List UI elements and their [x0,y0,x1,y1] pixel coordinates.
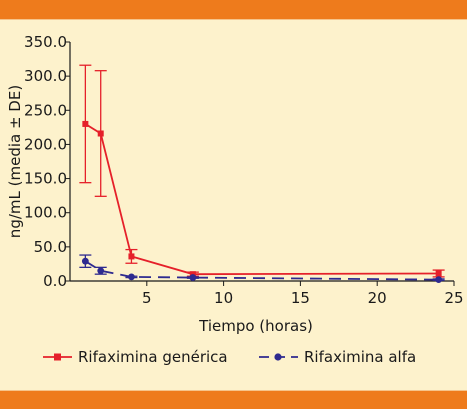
data-point-alfa [435,276,443,284]
legend-label-generic: Rifaximina genérica [78,348,228,366]
y-tick-label: 300.0 [24,67,67,85]
data-point-alfa [97,267,105,275]
data-point-alfa [189,274,197,281]
axes [69,42,454,282]
y-tick-label: 50.0 [34,238,67,256]
y-tick-label: 200.0 [24,135,67,153]
legend-marker-alfa [274,353,282,361]
legend-marker-generic [54,353,61,361]
top-band-divider [0,19,467,20]
data-point-alfa [81,257,89,265]
legend: Rifaximina genérica Rifaximina alfa [43,348,416,366]
legend-item-generic: Rifaximina genérica [43,348,228,366]
series-line-alfa [84,260,439,281]
data-point-generic [82,120,89,127]
data-point-generic [128,253,135,260]
y-tick-label: 100.0 [24,204,67,222]
legend-label-alfa: Rifaximina alfa [304,348,416,366]
x-tick-label: 20 [368,289,387,307]
y-tick-label: 0.0 [43,272,67,290]
y-tick-label: 150.0 [24,170,67,188]
legend-item-alfa: Rifaximina alfa [259,348,416,366]
series-line-generic [84,123,439,276]
data-point-generic [435,270,442,277]
top-band [0,0,467,19]
x-tick-label: 25 [444,289,463,307]
data-point-alfa [128,273,135,281]
series-generic [79,64,445,278]
y-tick-label: 350.0 [24,33,67,51]
bottom-band-divider [0,390,467,391]
series-layer [79,64,445,284]
y-axis-label: ng/mL (media ± DE) [6,85,24,238]
x-axis-label: Tiempo (horas) [198,317,313,335]
x-tick-label: 5 [142,289,152,307]
bottom-band [0,391,467,409]
data-point-generic [97,130,104,137]
x-ticks: 5 10 15 20 25 [142,281,464,307]
data-point-generic [189,271,196,278]
y-tick-label: 250.0 [24,101,67,119]
chart: 0.0 50.0 100.0 150.0 200.0 250.0 300.0 350.0 5 1… [6,33,464,366]
x-tick-label: 10 [214,289,233,307]
series-alfa [79,254,445,284]
y-ticks: 0.0 50.0 100.0 150.0 200.0 250.0 300.0 350.0 [24,33,70,290]
x-tick-label: 15 [291,289,310,307]
